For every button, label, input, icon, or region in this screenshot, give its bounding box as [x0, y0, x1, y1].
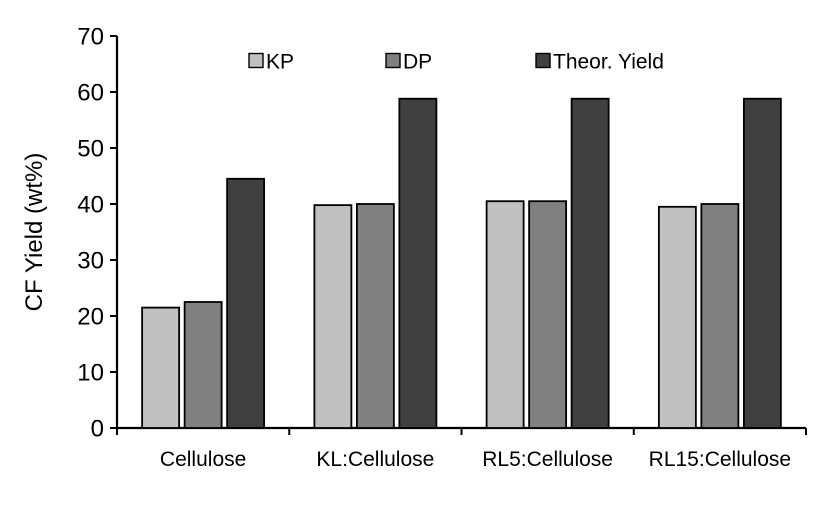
- bar-theor-yield-4: [742, 97, 782, 429]
- y-tick-label: 60: [77, 80, 104, 107]
- x-tick-label: Cellulose: [160, 448, 246, 471]
- bar-dp-2: [355, 203, 395, 429]
- bar-dp-1: [183, 301, 223, 429]
- x-tick-label: RL5:Cellulose: [482, 448, 613, 471]
- bar-kp-2: [313, 204, 353, 429]
- legend-swatch: [248, 52, 264, 69]
- x-axis: Cellulose KL:Cellulose RL5:Cellulose RL15:C…: [116, 426, 807, 471]
- legend-label: DP: [403, 51, 432, 74]
- y-axis-title: CF Yield (wt%): [21, 153, 48, 312]
- y-tick-label: 0: [91, 416, 104, 443]
- bars: [141, 97, 782, 429]
- x-tick-label: RL15:Cellulose: [649, 448, 791, 471]
- y-tick-label: 70: [77, 24, 104, 51]
- bar-kp-3: [485, 200, 525, 429]
- y-tick-label: 20: [77, 304, 104, 331]
- legend-swatch: [535, 52, 551, 69]
- bar-theor-yield-3: [570, 97, 610, 429]
- legend-label: KP: [266, 51, 294, 74]
- bar-kp-4: [657, 205, 697, 429]
- x-tick-label: KL:Cellulose: [316, 448, 434, 471]
- bar-theor-yield-1: [226, 177, 266, 429]
- bar-kp-1: [141, 306, 181, 429]
- legend-swatch: [385, 52, 401, 69]
- y-tick-label: 50: [77, 136, 104, 163]
- y-tick-label: 10: [77, 360, 104, 387]
- bar-theor-yield-2: [398, 97, 438, 429]
- legend: KP DP Theor. Yield: [248, 51, 664, 74]
- y-axis: 0 10 20 30 40 50 60 70: [77, 24, 119, 443]
- y-tick-label: 40: [77, 192, 104, 219]
- bar-dp-3: [528, 200, 568, 429]
- y-tick-label: 30: [77, 248, 104, 275]
- legend-label: Theor. Yield: [553, 51, 664, 74]
- bar-dp-4: [700, 203, 740, 429]
